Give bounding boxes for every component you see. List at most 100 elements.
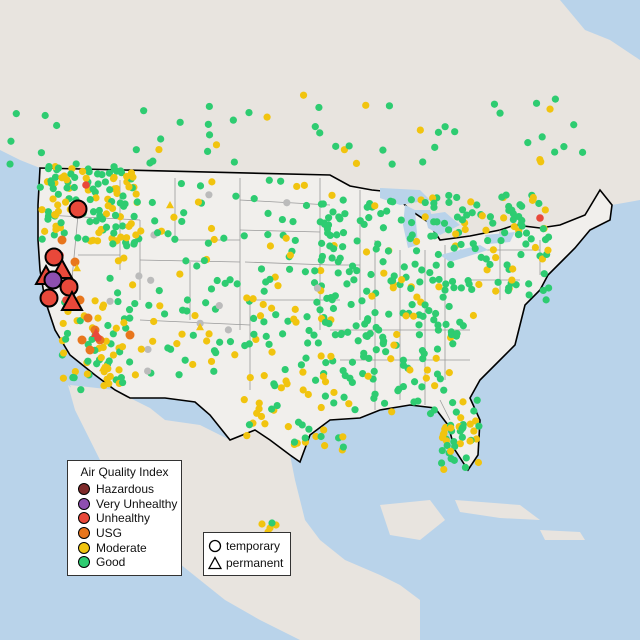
monitor-marker [352,322,360,330]
monitor-marker [135,272,143,280]
monitor-marker [73,264,81,272]
monitor-marker [278,330,287,338]
monitor-marker [509,265,517,273]
monitor-marker [226,276,234,284]
monitor-marker [310,331,318,339]
monitor-marker [317,266,325,275]
monitor-marker [459,322,467,330]
monitor-marker [423,366,431,374]
monitor-marker [86,218,94,226]
monitor-marker [300,181,308,189]
monitor-marker [345,268,353,276]
monitor-marker [350,276,358,284]
monitor-marker [453,193,461,202]
monitor-marker [467,198,475,206]
monitor-marker [59,374,68,382]
monitor-marker [283,199,291,207]
monitor-marker [473,201,481,209]
monitor-marker [83,370,91,378]
monitor-marker [528,196,537,204]
monitor-marker [475,280,483,289]
monitor-marker [60,229,68,237]
monitor-marker [325,214,333,222]
monitor-marker [129,173,137,181]
monitor-marker [273,401,281,410]
monitor-marker [268,405,276,413]
monitor-marker [462,454,470,462]
monitor-marker [438,446,446,455]
monitor-marker [70,183,78,192]
monitor-marker [93,237,102,245]
monitor-marker [518,222,526,230]
monitor-marker [524,139,532,147]
monitor-marker [321,220,329,228]
monitor-marker [532,99,541,107]
monitor-marker [407,196,415,204]
monitor-marker [240,232,248,240]
monitor-marker [249,314,258,323]
monitor-marker [126,314,134,322]
monitor-marker [299,368,307,376]
monitor-marker [473,396,481,404]
monitor-marker [489,246,497,254]
monitor-marker [437,459,446,467]
monitor-marker [432,354,440,362]
monitor-marker [126,358,134,366]
monitor-marker [431,382,439,390]
monitor-marker [390,272,398,280]
monitor-marker [106,372,114,381]
monitor-marker [515,212,523,221]
monitor-marker [347,300,355,309]
monitor-marker [518,202,526,210]
monitor-marker [210,367,218,375]
monitor-marker [407,284,415,293]
monitor-marker [110,163,118,171]
monitor-marker [302,201,311,210]
monitor-marker [382,348,390,356]
monitor-marker [497,236,505,245]
monitor-marker [394,387,402,395]
monitor-marker [375,326,383,334]
monitor-marker [301,268,309,276]
monitor-marker [368,292,376,300]
monitor-marker [371,309,379,317]
monitor-marker [328,191,336,199]
legend-item-good: Good [74,555,175,570]
monitor-marker [475,422,483,430]
monitor-marker [317,403,325,412]
monitor-marker [505,206,513,214]
monitor-marker [452,230,460,238]
monitor-marker [434,128,443,136]
monitor-marker [484,236,492,245]
monitor-marker [106,274,114,282]
monitor-marker [329,304,338,313]
monitor-marker [421,301,429,309]
monitor-marker [384,247,392,255]
monitor-marker [164,344,172,352]
monitor-marker [421,213,429,221]
monitor-marker [208,178,216,186]
monitor-marker [118,343,127,351]
monitor-marker [76,317,84,325]
monitor-marker [82,174,90,182]
monitor-marker [449,399,457,407]
monitor-marker [12,110,20,118]
monitor-marker-large [60,289,84,311]
monitor-marker [443,441,451,450]
monitor-marker [560,143,568,151]
monitor-marker [229,116,237,124]
monitor-marker [383,207,391,215]
monitor-marker [243,432,251,440]
monitor-marker [385,310,393,318]
monitor-marker [175,371,183,379]
monitor-marker [377,209,385,218]
monitor-marker [119,378,127,387]
monitor-marker [150,317,158,326]
hazardous-swatch [78,483,90,496]
monitor-marker [123,172,131,181]
monitor-marker [449,340,457,348]
monitor-marker [551,148,559,156]
monitor-marker [113,289,122,297]
monitor-marker [408,301,416,309]
monitor-marker [204,239,213,247]
